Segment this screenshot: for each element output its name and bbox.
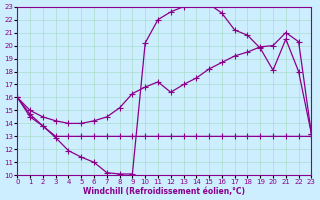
- X-axis label: Windchill (Refroidissement éolien,°C): Windchill (Refroidissement éolien,°C): [84, 187, 245, 196]
